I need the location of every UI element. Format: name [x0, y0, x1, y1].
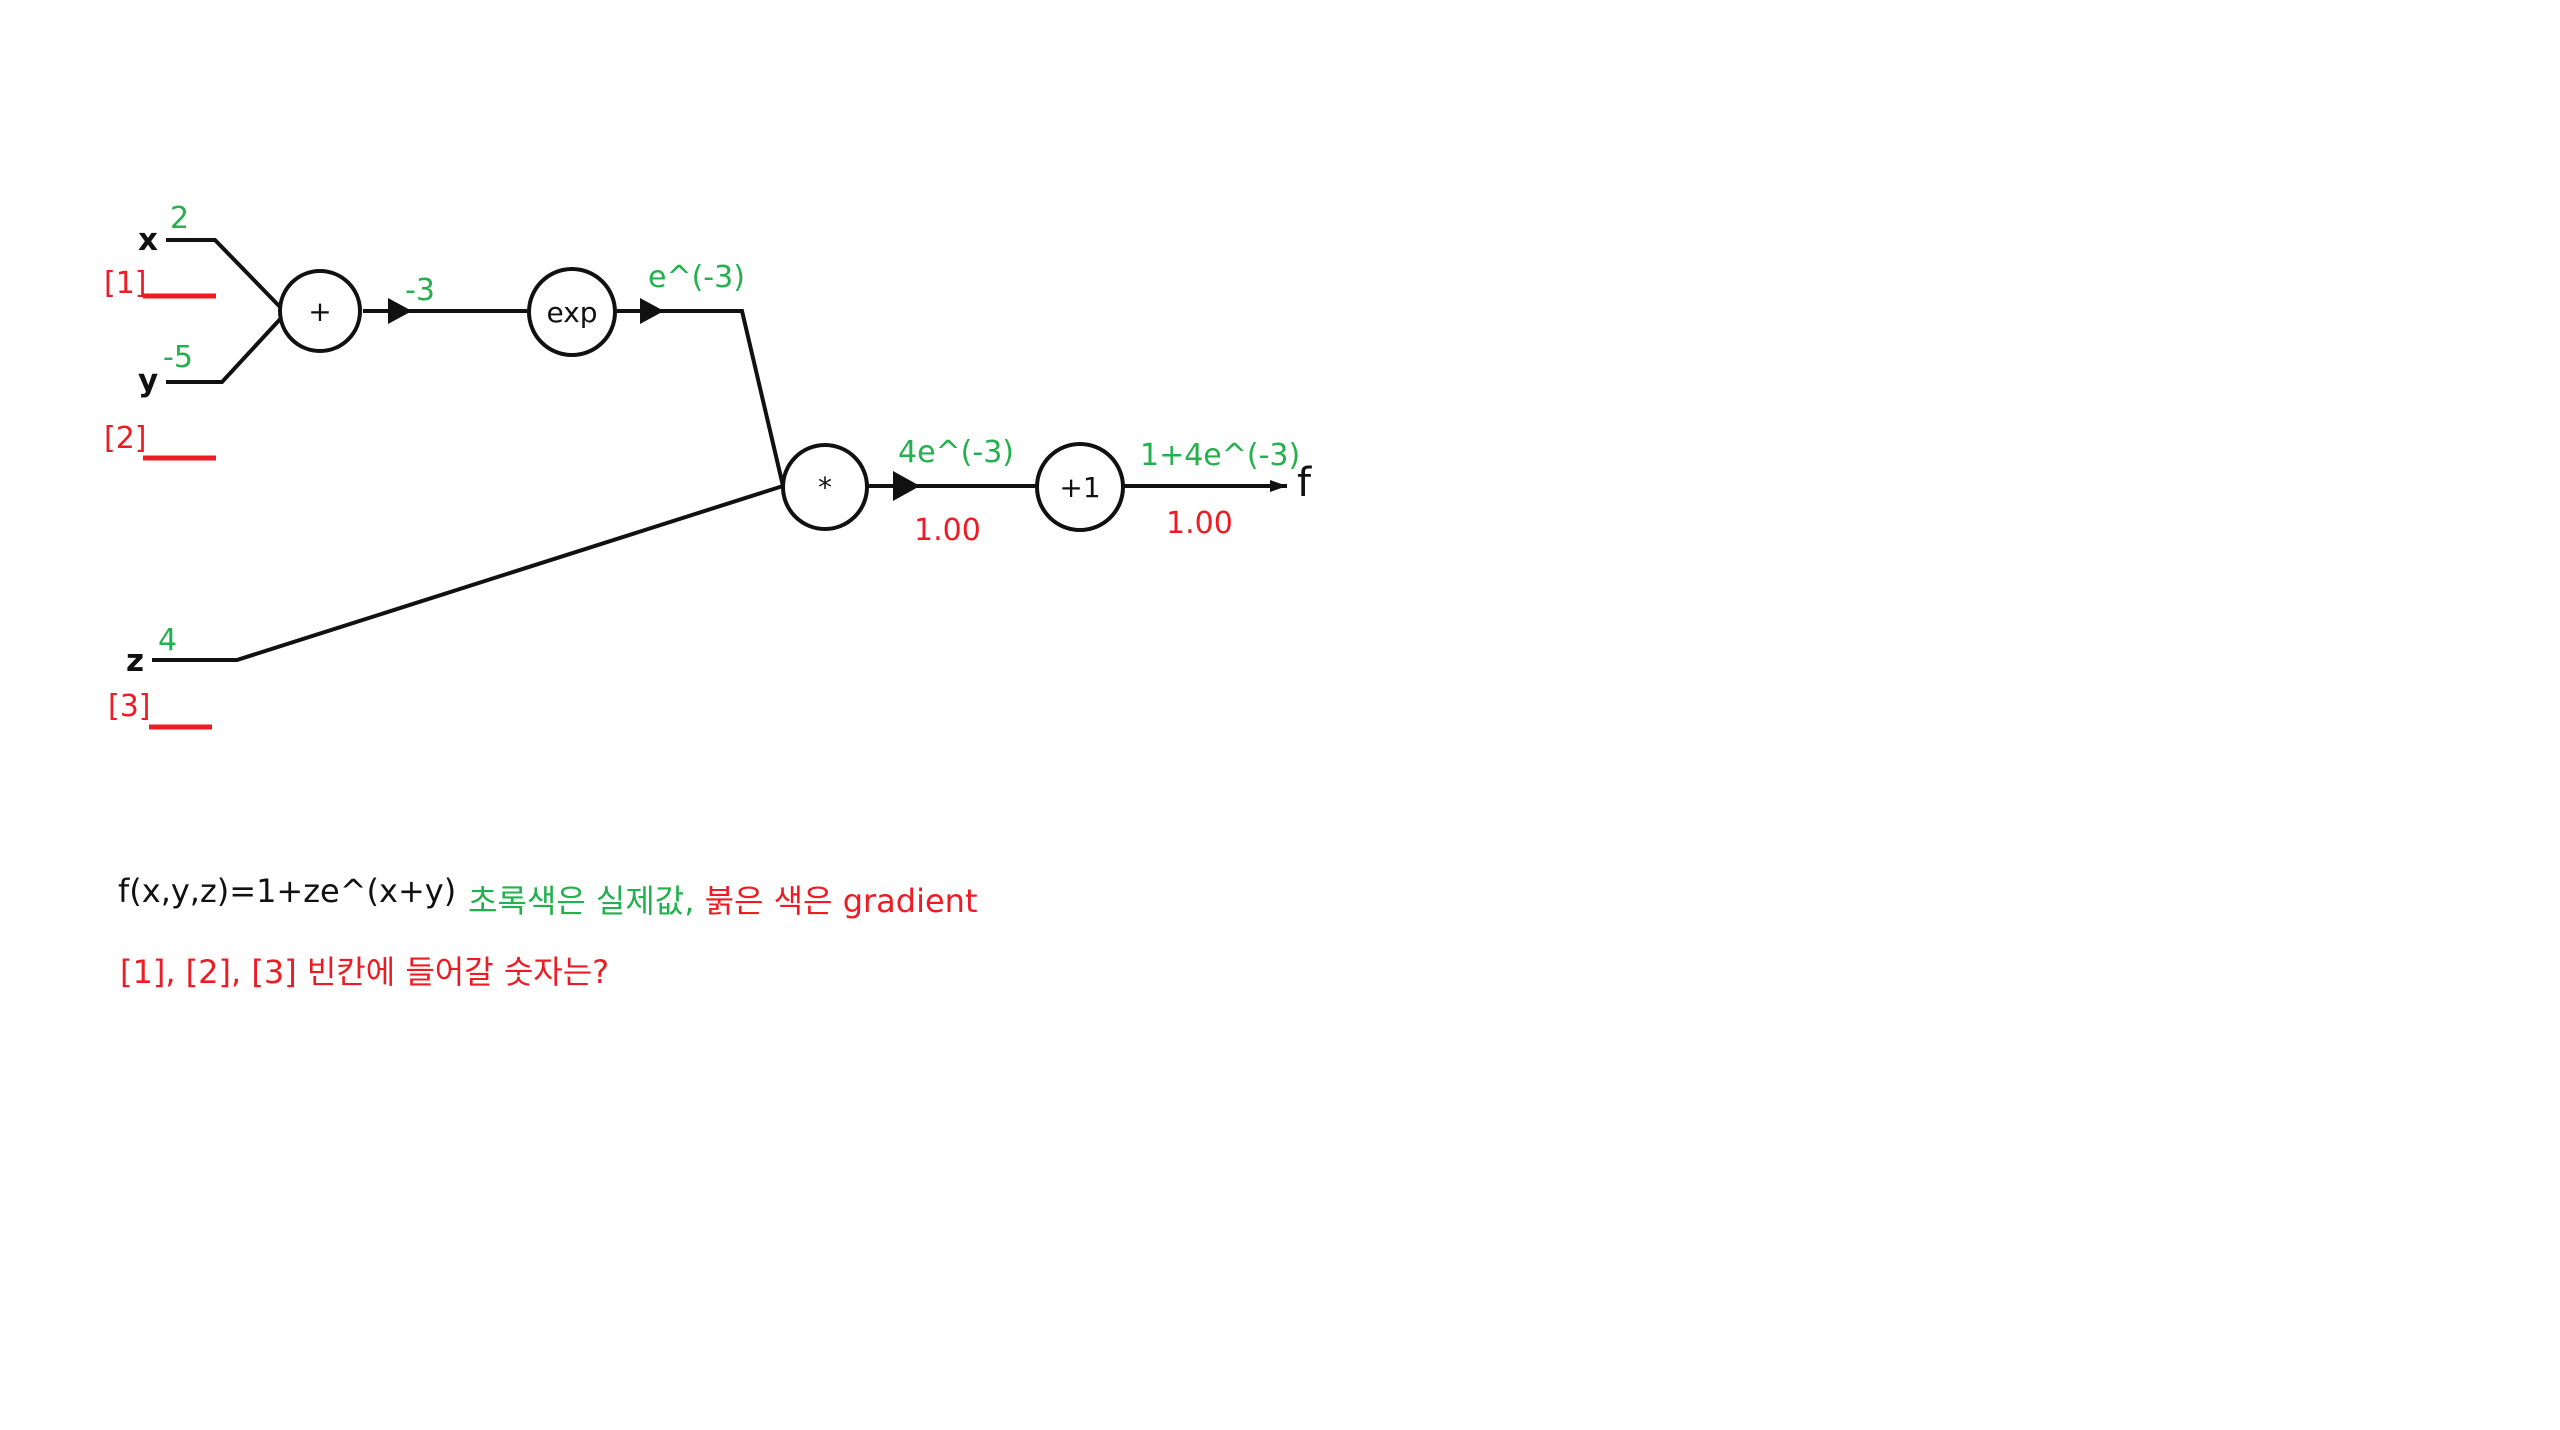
edge-x-to-add — [166, 238, 285, 312]
blank-underlines — [143, 293, 216, 730]
legend-red-part: 붉은 색은 gradient — [704, 882, 978, 920]
nodes — [278, 267, 1125, 532]
input-y-value: -5 — [163, 340, 193, 375]
node-add — [278, 269, 362, 353]
input-x-value: 2 — [170, 201, 189, 236]
input-z-value: 4 — [158, 623, 177, 658]
node-labels: + exp * +1 — [308, 295, 1100, 504]
value-labels: 2 -5 4 -3 e^(-3) 4e^(-3) 1+4e^(-3) — [158, 201, 1300, 658]
node-exp — [527, 267, 617, 357]
arrowheads — [388, 298, 1287, 501]
blank-label-z: [3] — [108, 689, 151, 724]
arrow-icon — [640, 298, 664, 324]
arrow-icon — [893, 471, 920, 501]
input-y-name: y — [138, 363, 158, 399]
mul-output-value: 4e^(-3) — [898, 435, 1014, 470]
blank-label-y: [2] — [104, 421, 147, 456]
final-output-gradient: 1.00 — [1166, 506, 1233, 541]
formula-text: f(x,y,z)=1+ze^(x+y) — [118, 872, 457, 910]
add-output-value: -3 — [405, 273, 435, 308]
node-mul — [781, 443, 869, 531]
edge-z-to-mul — [152, 484, 784, 662]
input-x-name: x — [138, 222, 158, 258]
output-f-label: f — [1297, 460, 1312, 506]
exp-output-value: e^(-3) — [648, 260, 745, 295]
blank-label-x: [1] — [104, 266, 147, 301]
node-add-label: + — [308, 295, 331, 328]
arrow-icon — [1270, 480, 1287, 492]
gradient-labels: [1] [2] [3] 1.00 1.00 — [104, 266, 1233, 724]
edge-exp-to-mul — [617, 309, 785, 487]
legend-text: 초록색은 실제값, 붉은 색은 gradient — [468, 876, 978, 922]
input-z-name: z — [126, 643, 144, 679]
node-exp-label: exp — [546, 296, 597, 329]
question-text: [1], [2], [3] 빈칸에 들어갈 숫자는? — [120, 953, 610, 991]
legend-green-part: 초록색은 실제값, — [468, 882, 695, 920]
input-names: x y z — [126, 222, 158, 679]
arrow-icon — [388, 298, 412, 324]
mul-output-gradient: 1.00 — [914, 513, 981, 548]
node-plus-one-label: +1 — [1059, 471, 1100, 504]
node-plus-one — [1035, 442, 1125, 532]
node-mul-label: * — [818, 471, 832, 504]
final-output-value: 1+4e^(-3) — [1140, 438, 1300, 473]
edge-y-to-add — [166, 314, 285, 384]
